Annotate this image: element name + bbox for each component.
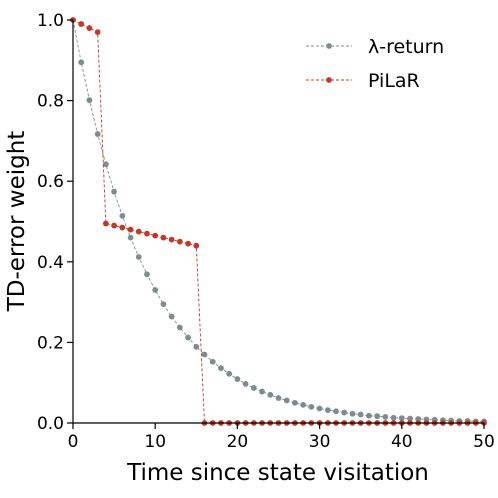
- legend-marker-return: [326, 43, 332, 49]
- return-point: [374, 413, 381, 420]
- return-point: [242, 381, 249, 387]
- legend: λ-return PiLaR: [306, 36, 444, 92]
- legend-label-pilar: PiLaR: [368, 70, 420, 92]
- legend-label-return: λ-return: [368, 36, 444, 58]
- pilar-line: [72, 19, 484, 424]
- return-point: [324, 407, 331, 414]
- return-point: [275, 395, 282, 401]
- y-tick-label: 0.0: [37, 414, 64, 434]
- return-point: [333, 408, 339, 415]
- x-tick-label: 30: [309, 432, 331, 452]
- axes-layer: [72, 20, 484, 424]
- pilar-point: [119, 224, 126, 231]
- return-point: [119, 212, 126, 219]
- return-point: [349, 410, 356, 417]
- y-axis-label: TD-error weight: [4, 131, 30, 313]
- return-point: [218, 365, 224, 372]
- return-point: [316, 405, 323, 412]
- return-point: [407, 415, 413, 422]
- pilar-point: [111, 222, 117, 229]
- x-ticks: 0 10 20 30 40 50: [68, 423, 495, 452]
- return-point: [94, 131, 101, 137]
- series-layer: [70, 17, 487, 426]
- y-ticks: 0.0 0.2 0.4 0.6 0.8 1.0: [37, 11, 73, 434]
- return-point: [209, 358, 216, 365]
- return-point: [234, 376, 241, 382]
- pilar-point: [127, 226, 134, 233]
- return-point: [341, 409, 348, 416]
- x-tick-label: 10: [144, 432, 166, 452]
- y-tick-label: 0.6: [37, 172, 64, 192]
- return-point: [226, 370, 233, 377]
- return-point: [267, 391, 274, 398]
- return-point: [78, 59, 85, 66]
- return-point: [382, 414, 389, 420]
- pilar-point: [185, 240, 191, 247]
- x-tick-label: 40: [391, 432, 413, 452]
- return-point: [398, 415, 405, 422]
- pilar-point: [86, 25, 93, 31]
- return-point: [193, 343, 200, 350]
- y-tick-label: 0.8: [37, 92, 64, 112]
- return-point: [160, 301, 167, 308]
- return-point: [86, 97, 93, 104]
- return-point: [135, 254, 142, 260]
- y-tick-label: 0.2: [37, 333, 64, 353]
- pilar-point: [176, 238, 183, 245]
- return-point: [308, 403, 315, 410]
- pilar-point: [193, 242, 200, 249]
- pilar-point: [78, 21, 85, 27]
- return-point: [152, 287, 159, 293]
- y-tick-label: 1.0: [37, 11, 64, 31]
- return-point: [366, 412, 372, 419]
- pilar-point: [160, 234, 167, 241]
- pilar-point: [152, 232, 159, 239]
- x-tick-label: 0: [68, 432, 79, 452]
- x-tick-label: 20: [227, 432, 249, 452]
- x-axis-label: Time since state visitation: [126, 460, 429, 486]
- pilar-point: [102, 220, 109, 227]
- return-point: [176, 324, 183, 331]
- return-point: [111, 188, 117, 195]
- return-point: [283, 397, 290, 404]
- y-tick-label: 0.4: [37, 253, 64, 273]
- legend-marker-pilar: [326, 77, 332, 83]
- return-point: [292, 399, 298, 406]
- pilar-point: [144, 230, 150, 237]
- return-line: [72, 19, 484, 422]
- return-point: [201, 351, 208, 358]
- return-point: [127, 234, 134, 241]
- x-tick-label: 50: [473, 432, 495, 452]
- return-point: [259, 388, 265, 395]
- pilar-point: [94, 29, 101, 35]
- return-point: [390, 414, 397, 421]
- pilar-point: [135, 228, 142, 235]
- return-point: [102, 161, 109, 168]
- return-point: [415, 416, 422, 422]
- return-point: [300, 401, 307, 408]
- return-point: [185, 334, 191, 341]
- return-point: [144, 271, 150, 278]
- return-point: [357, 411, 364, 418]
- return-point: [250, 385, 257, 391]
- pilar-point: [168, 236, 175, 243]
- return-point: [168, 313, 175, 320]
